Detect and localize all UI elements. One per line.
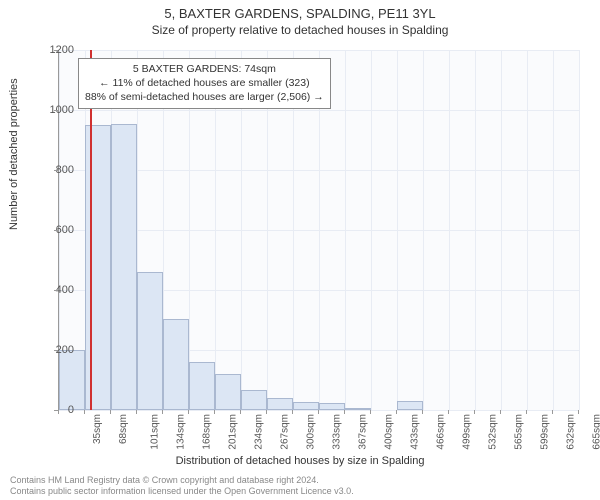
histogram-bar: [215, 374, 241, 410]
x-tick-label: 134sqm: [176, 414, 187, 450]
attribution-text: Contains HM Land Registry data © Crown c…: [10, 475, 354, 498]
x-axis-title: Distribution of detached houses by size …: [0, 455, 600, 467]
x-tick: [266, 410, 267, 414]
x-tick: [58, 410, 59, 414]
histogram-bar: [241, 390, 267, 410]
x-tick-label: 367sqm: [358, 414, 369, 450]
grid-line: [371, 50, 372, 410]
grid-line: [579, 50, 580, 410]
x-tick-label: 267sqm: [280, 414, 291, 450]
grid-line: [449, 50, 450, 410]
x-tick-label: 35sqm: [92, 414, 103, 444]
x-tick-label: 565sqm: [514, 414, 525, 450]
histogram-bar: [111, 124, 137, 411]
x-tick-label: 665sqm: [592, 414, 600, 450]
histogram-bar: [345, 408, 371, 410]
y-tick: [54, 350, 58, 351]
x-tick: [162, 410, 163, 414]
x-tick-label: 466sqm: [436, 414, 447, 450]
chart-container: 5, BAXTER GARDENS, SPALDING, PE11 3YL Si…: [0, 0, 600, 500]
y-tick: [54, 290, 58, 291]
x-tick-label: 300sqm: [306, 414, 317, 450]
grid-line: [553, 50, 554, 410]
histogram-bar: [319, 403, 345, 410]
annotation-line: ← 11% of detached houses are smaller (32…: [85, 76, 324, 90]
attribution-line: Contains HM Land Registry data © Crown c…: [10, 475, 354, 486]
annotation-line: 5 BAXTER GARDENS: 74sqm: [85, 62, 324, 76]
x-tick: [552, 410, 553, 414]
x-tick-label: 433sqm: [410, 414, 421, 450]
grid-line: [59, 410, 579, 411]
x-tick: [578, 410, 579, 414]
x-tick-label: 632sqm: [566, 414, 577, 450]
page-subtitle: Size of property relative to detached ho…: [0, 21, 600, 37]
x-tick-label: 599sqm: [540, 414, 551, 450]
x-tick: [188, 410, 189, 414]
grid-line: [475, 50, 476, 410]
x-tick: [136, 410, 137, 414]
x-tick: [422, 410, 423, 414]
x-tick: [110, 410, 111, 414]
annotation-box: 5 BAXTER GARDENS: 74sqm ← 11% of detache…: [78, 58, 331, 109]
grid-line: [501, 50, 502, 410]
histogram-bar: [293, 402, 319, 410]
y-tick: [54, 170, 58, 171]
x-tick-label: 201sqm: [228, 414, 239, 450]
x-tick: [84, 410, 85, 414]
grid-line: [397, 50, 398, 410]
x-tick: [292, 410, 293, 414]
histogram-bar: [397, 401, 423, 410]
x-tick-label: 333sqm: [332, 414, 343, 450]
x-tick: [448, 410, 449, 414]
histogram-bar: [59, 350, 85, 410]
x-tick-label: 234sqm: [254, 414, 265, 450]
attribution-line: Contains public sector information licen…: [10, 486, 354, 497]
y-tick: [54, 50, 58, 51]
histogram-bar: [189, 362, 215, 410]
grid-line: [423, 50, 424, 410]
x-tick-label: 101sqm: [150, 414, 161, 450]
x-tick-label: 499sqm: [462, 414, 473, 450]
x-tick: [396, 410, 397, 414]
x-tick-label: 68sqm: [118, 414, 129, 444]
x-tick: [370, 410, 371, 414]
histogram-bar: [267, 398, 293, 410]
histogram-bar: [137, 272, 163, 410]
grid-line: [345, 50, 346, 410]
annotation-line: 88% of semi-detached houses are larger (…: [85, 90, 324, 104]
grid-line: [527, 50, 528, 410]
histogram-bar: [163, 319, 189, 411]
x-tick-label: 532sqm: [488, 414, 499, 450]
y-tick: [54, 230, 58, 231]
x-tick-label: 168sqm: [202, 414, 213, 450]
x-tick: [344, 410, 345, 414]
y-axis-title: Number of detached properties: [8, 78, 20, 230]
x-tick: [474, 410, 475, 414]
x-tick: [214, 410, 215, 414]
x-tick: [240, 410, 241, 414]
x-tick: [500, 410, 501, 414]
x-tick: [318, 410, 319, 414]
page-title: 5, BAXTER GARDENS, SPALDING, PE11 3YL: [0, 0, 600, 21]
x-tick: [526, 410, 527, 414]
y-tick: [54, 110, 58, 111]
x-tick-label: 400sqm: [384, 414, 395, 450]
